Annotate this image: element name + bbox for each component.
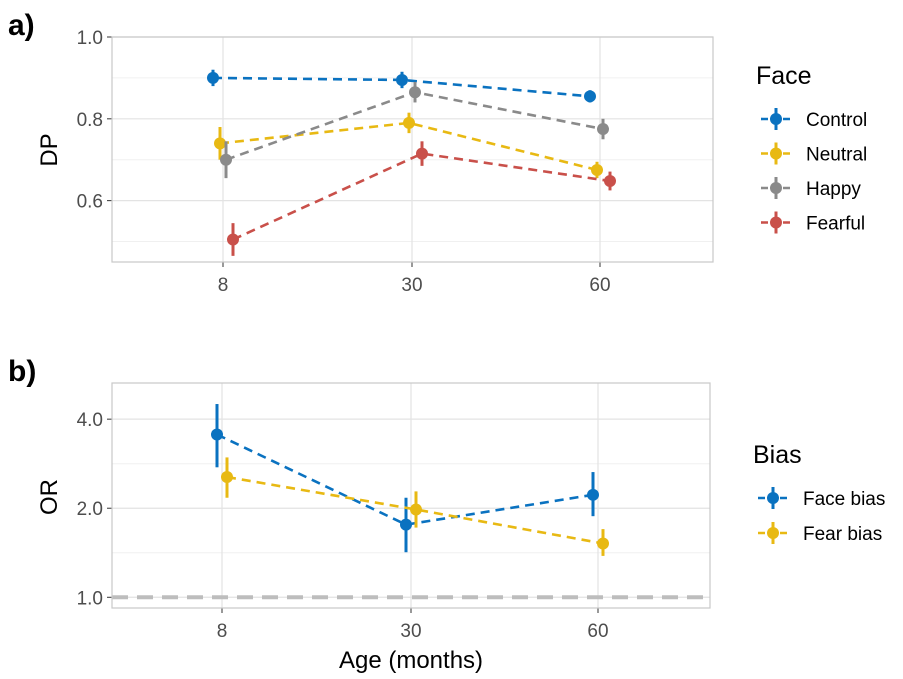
data-point [410,503,422,516]
series-line [212,76,591,98]
data-point [591,163,603,176]
data-point [584,90,596,103]
x-tick-label: 8 [217,621,228,642]
legend-item-fear-bias: Fear bias [758,522,882,545]
legend: Face Control Neutral Happy Fearful [756,62,867,235]
data-point [227,233,239,246]
legend-title: Bias [753,441,802,469]
legend-label: Face bias [803,489,885,510]
data-point [409,86,421,99]
legend-title: Face [756,62,812,90]
series-control [207,69,596,103]
series-neutral [214,112,603,179]
panel-label: b) [8,355,36,388]
series-line [232,152,611,241]
y-axis-title: DP [36,133,63,166]
series-fear-bias [221,457,609,556]
legend-label: Neutral [806,145,867,166]
plot-border [111,382,711,609]
legend-item-happy: Happy [761,177,861,200]
x-tick-label: 8 [218,275,229,296]
x-tick-label: 60 [589,275,610,296]
legend-key-point [770,182,782,194]
legend-key-point [770,216,782,229]
data-point [403,116,415,129]
legend-label: Control [806,110,867,131]
data-point [396,73,408,86]
legend-item-fearful: Fearful [761,211,865,235]
legend-label: Happy [806,179,861,200]
x-tick-label: 30 [400,621,421,642]
x-axis-title: Age (months) [339,647,483,674]
y-tick-label: 0.6 [77,192,103,213]
data-point [604,175,616,187]
y-tick-label: 1.0 [77,588,103,609]
legend-key-point [770,113,782,125]
data-point [597,123,609,136]
panel-a: 0.6 0.8 1.0 8 30 60 a) DP Face Control Neutral Happ… [8,9,867,296]
legend-label: Fearful [806,214,865,235]
series-line [219,121,598,172]
data-point [211,428,223,441]
legend-key-point [770,147,782,160]
data-point [416,147,428,160]
data-point [207,71,219,84]
y-tick-label: 2.0 [77,499,103,520]
plot-border [111,36,714,263]
data-point [221,471,233,484]
series-line [216,433,594,526]
x-tick-label: 60 [587,621,608,642]
x-tick-label: 30 [401,275,422,296]
data-point [214,137,226,150]
legend-item-control: Control [761,108,867,131]
y-tick-label: 0.8 [77,110,103,131]
data-point [220,153,232,166]
y-tick-label: 4.0 [77,410,103,431]
y-tick-label: 1.0 [77,28,103,49]
legend-item-neutral: Neutral [761,142,867,166]
legend-key-point [767,492,779,504]
data-point [597,537,609,550]
legend-key-point [767,527,779,539]
data-point [587,488,599,501]
series-happy [220,82,609,179]
panel-label: a) [8,9,35,42]
series-line [226,475,604,545]
series-fearful [227,141,616,256]
legend-label: Fear bias [803,524,882,545]
legend-item-face-bias: Face bias [758,487,885,510]
y-axis-title: OR [36,479,63,515]
data-point [400,518,412,531]
